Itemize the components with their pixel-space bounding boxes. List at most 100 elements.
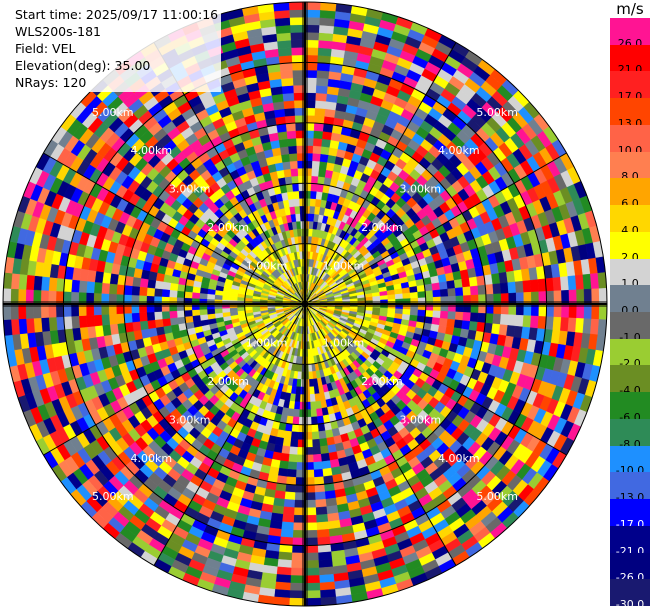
velocity-cell [192,310,200,316]
velocity-cell [284,499,295,507]
velocity-cell [155,280,163,289]
velocity-cell [305,462,314,470]
velocity-cell [305,153,313,161]
velocity-cell [293,191,299,199]
velocity-cell [433,297,441,304]
velocity-cell [146,296,154,304]
velocity-cell [493,314,501,325]
velocity-cell [41,276,50,290]
velocity-cell [311,424,318,432]
velocity-cell [288,146,297,154]
velocity-cell [410,310,418,316]
range-ring-label: 5.00km [92,490,134,503]
velocity-cell [315,100,326,108]
range-ring-label: 4.00km [438,452,480,465]
range-ring-label: 5.00km [476,490,518,503]
velocity-cell [288,462,297,470]
velocity-cell [169,304,177,311]
velocity-cell [583,274,592,289]
velocity-cell [388,295,396,300]
velocity-cell [403,293,411,299]
velocity-cell [454,279,463,288]
velocity-cell [319,33,334,42]
velocity-cell [322,461,331,470]
velocity-cell [590,273,599,289]
velocity-cell [297,229,301,237]
velocity-cell [478,295,486,304]
velocity-cell [515,281,523,293]
colorbar-unit: m/s [610,0,650,18]
velocity-cell [403,309,411,315]
velocity-cell [79,315,87,327]
velocity-cell [169,311,177,318]
velocity-cell [298,176,305,184]
velocity-cell [294,402,300,410]
velocity-cell [493,283,501,294]
velocity-cell [486,304,494,314]
velocity-cell [109,314,117,325]
velocity-cell [292,176,299,184]
velocity-cell [312,432,319,440]
velocity-cell [316,522,328,530]
velocity-cell [311,191,317,199]
velocity-cell [433,304,441,311]
range-ring-label: 2.00km [207,221,249,234]
velocity-cell [275,582,290,591]
range-ring-label: 3.00km [169,183,211,196]
velocity-cell [305,123,314,131]
velocity-cell [281,446,290,454]
velocity-cell [318,552,332,561]
velocity-cell [276,574,291,583]
velocity-cell [132,286,140,295]
velocity-cell [215,308,223,313]
velocity-cell [311,417,318,425]
velocity-cell [318,423,325,431]
velocity-cell [305,161,313,169]
velocity-cell [320,10,336,19]
velocity-cell [315,108,326,116]
velocity-cell [432,283,440,291]
velocity-cell [320,17,335,26]
range-ring-label: 2.00km [361,221,403,234]
velocity-cell [286,184,293,192]
velocity-cell [316,514,328,522]
velocity-cell [288,138,297,146]
velocity-cell [297,145,305,153]
velocity-cell [425,291,433,298]
nrays-label: NRays: 120 [15,74,218,91]
velocity-cell [463,304,471,313]
velocity-cell [317,529,330,537]
velocity-cell [284,169,292,177]
velocity-cell [315,499,326,507]
velocity-cell [132,277,141,287]
velocity-cell [278,131,288,140]
velocity-cell [305,168,312,176]
velocity-cell [305,115,315,123]
velocity-cell [292,183,299,191]
velocity-cell [530,280,538,293]
velocity-cell [470,286,478,295]
velocity-cell [71,316,79,329]
velocity-cell [279,461,288,470]
velocity-cell [486,294,494,304]
velocity-cell [283,438,291,446]
velocity-cell [292,424,299,432]
velocity-cell [316,78,328,86]
velocity-cell [523,280,531,292]
velocity-cell [297,440,305,448]
velocity-cell [583,319,592,334]
velocity-cell [313,454,322,462]
velocity-cell [314,477,324,485]
velocity-cell [395,294,403,300]
velocity-cell [170,317,178,325]
velocity-cell [177,304,185,311]
velocity-cell [222,308,230,313]
velocity-cell [285,176,292,184]
velocity-cell [116,294,124,304]
velocity-cell [289,153,297,161]
velocity-cell [132,321,141,331]
velocity-cell [289,447,297,455]
velocity-cell [296,221,301,229]
range-ring-label: 4.00km [130,452,172,465]
velocity-cell [485,284,493,294]
